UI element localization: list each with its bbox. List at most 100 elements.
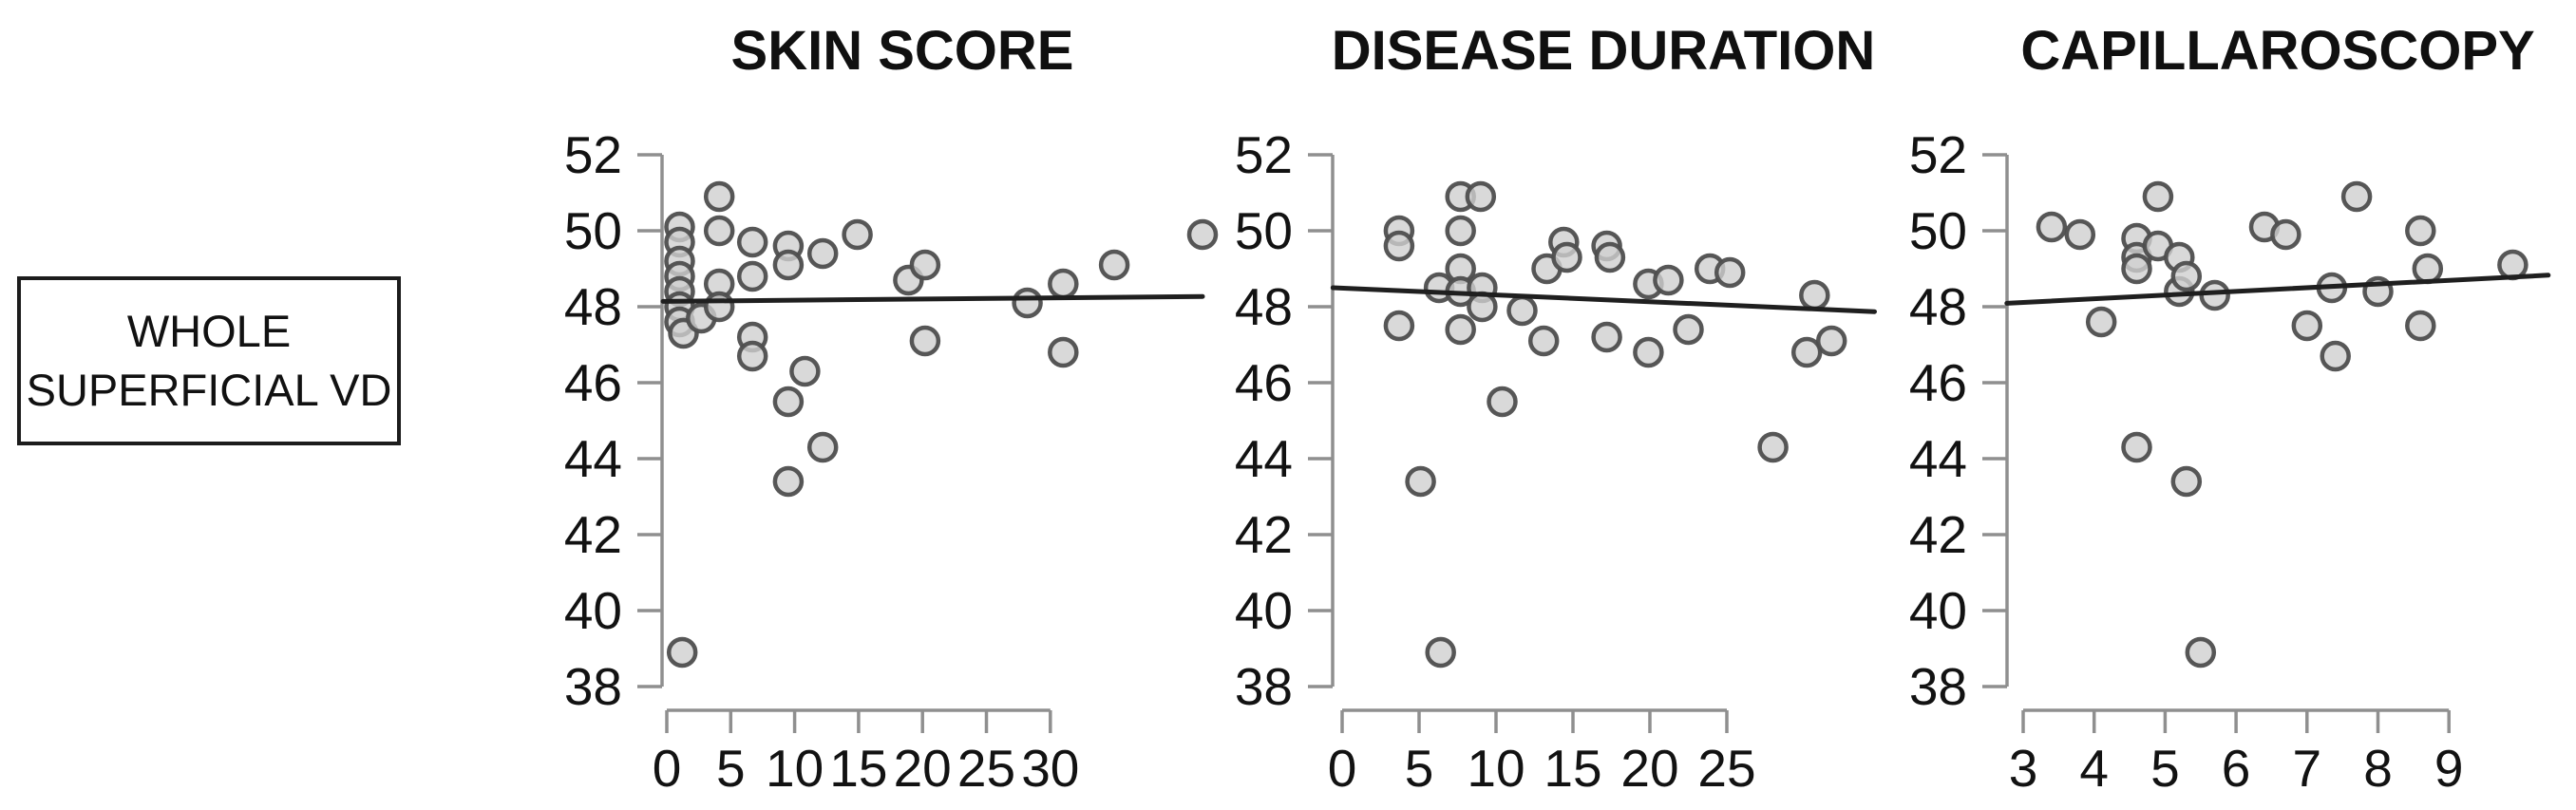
y-axis-tick-label: 42: [1909, 505, 1967, 564]
scatter-point: [842, 218, 873, 251]
trend-line: [2004, 273, 2551, 306]
x-axis-tick-label: 4: [2079, 739, 2109, 798]
y-axis-tick-label: 40: [1235, 581, 1293, 640]
y-axis-tick-label: 38: [1235, 657, 1293, 716]
scatter-point: [666, 636, 698, 669]
scatter-point: [2085, 306, 2117, 338]
y-axis-tick-label: 48: [1235, 277, 1293, 336]
y-axis-tick-label: 44: [1235, 429, 1293, 488]
scatter-point: [1594, 241, 1626, 273]
trend-line: [1330, 285, 1877, 314]
scatter-point: [2170, 260, 2203, 292]
x-axis-tick-label: 10: [766, 739, 824, 798]
x-axis-tick-label: 5: [1405, 739, 1434, 798]
y-axis-tick-label: 46: [1909, 353, 1967, 412]
y-axis-tick-label: 38: [1909, 657, 1967, 716]
scatter-point: [1012, 287, 1043, 319]
scatter-point: [772, 386, 805, 418]
scatter-point: [1186, 218, 1219, 251]
row-label-line1: WHOLE: [126, 306, 292, 357]
x-axis-tick-label: 30: [1021, 739, 1079, 798]
scatter-point: [2121, 253, 2152, 285]
scatter-point: [1445, 215, 1476, 247]
scatter-point: [909, 249, 941, 281]
x-axis-tick-label: 6: [2222, 739, 2251, 798]
x-axis-tick-label: 10: [1467, 739, 1525, 798]
scatter-point: [1425, 636, 1456, 669]
scatter-point: [1799, 279, 1830, 311]
scatter-point: [1048, 268, 1079, 300]
x-axis-tick-label: 5: [716, 739, 746, 798]
scatter-point: [1048, 336, 1079, 368]
panel-capillaroscopy: 52 50 48 46 44 42 40 38 3 4 5 6 7 8 9: [1909, 125, 2551, 798]
panel-title-disease-duration: DISEASE DURATION: [1331, 20, 1876, 82]
scatter-point: [1591, 321, 1622, 353]
scatter-point: [2405, 215, 2436, 247]
trend-line: [660, 293, 1205, 304]
y-axis-tick-label: 48: [564, 277, 622, 336]
scatter-point: [2291, 310, 2323, 342]
scatter-point: [772, 249, 805, 281]
scatter-point: [2270, 218, 2301, 251]
x-axis-tick-label: 20: [1620, 739, 1678, 798]
x-axis-tick-label: 0: [653, 739, 682, 798]
row-label-line2: SUPERFICIAL VD: [26, 365, 392, 415]
y-axis-tick-label: 50: [1909, 201, 1967, 260]
scatter-point: [1098, 249, 1130, 281]
scatter-point: [1445, 313, 1476, 346]
x-axis-tick-label: 8: [2363, 739, 2393, 798]
y-axis-tick-label: 46: [564, 353, 622, 412]
scatter-point: [2121, 431, 2152, 463]
scatter-point: [1467, 291, 1498, 323]
scatter-point: [772, 465, 805, 498]
scatter-point: [703, 215, 735, 247]
scatter-point: [2142, 180, 2174, 213]
scatter-point: [2340, 180, 2373, 213]
scatter-point: [1383, 310, 1415, 342]
scatter-point: [736, 340, 768, 372]
scatter-point: [2064, 218, 2096, 251]
scatter-point: [1790, 336, 1823, 368]
scatter-point: [703, 291, 735, 323]
x-axis-tick-label: 15: [1544, 739, 1601, 798]
y-axis-tick-label: 42: [1235, 505, 1293, 564]
scatter-point: [909, 325, 941, 357]
scatter-point: [1815, 325, 1847, 357]
x-axis-tick-label: 5: [2150, 739, 2180, 798]
x-axis-tick-label: 7: [2293, 739, 2322, 798]
scatter-point: [1383, 230, 1415, 262]
y-axis-tick-label: 40: [564, 581, 622, 640]
row-label-box: WHOLE SUPERFICIAL VD: [17, 276, 401, 445]
y-axis-tick-label: 44: [564, 429, 622, 488]
scatter-point: [1506, 294, 1538, 327]
scatter-point: [806, 237, 839, 270]
x-axis-tick-label: 20: [894, 739, 952, 798]
scatter-point: [1757, 431, 1789, 463]
scatter-point: [1673, 313, 1704, 346]
y-axis-tick-label: 50: [1235, 201, 1293, 260]
y-axis-tick-label: 38: [564, 657, 622, 716]
y-axis-tick-label: 46: [1235, 353, 1293, 412]
scatter-point: [789, 355, 821, 387]
scatter-point: [2185, 636, 2217, 669]
scatter-point: [2412, 253, 2444, 285]
y-axis-tick-label: 42: [564, 505, 622, 564]
scatter-point: [1653, 264, 1684, 296]
scatter-point: [2405, 310, 2436, 342]
scatter-point: [736, 226, 768, 258]
x-axis-tick-label: 0: [1328, 739, 1357, 798]
scatter-point: [1551, 241, 1582, 273]
scatter-point: [703, 180, 735, 213]
x-axis-tick-label: 3: [2009, 739, 2038, 798]
scatter-point: [806, 431, 839, 463]
panel-title-capillaroscopy: CAPILLAROSCOPY: [2020, 20, 2535, 82]
scatter-point: [2320, 340, 2351, 372]
y-axis-tick-label: 52: [1909, 125, 1967, 184]
y-axis-tick-label: 52: [1235, 125, 1293, 184]
panel-skin-score: 52 50 48 46 44 42 40 38 0 5 10 15 20 25 30: [564, 125, 1219, 798]
scatter-point: [1465, 180, 1497, 213]
scatter-point: [1405, 465, 1436, 498]
scatter-point: [2170, 465, 2203, 498]
